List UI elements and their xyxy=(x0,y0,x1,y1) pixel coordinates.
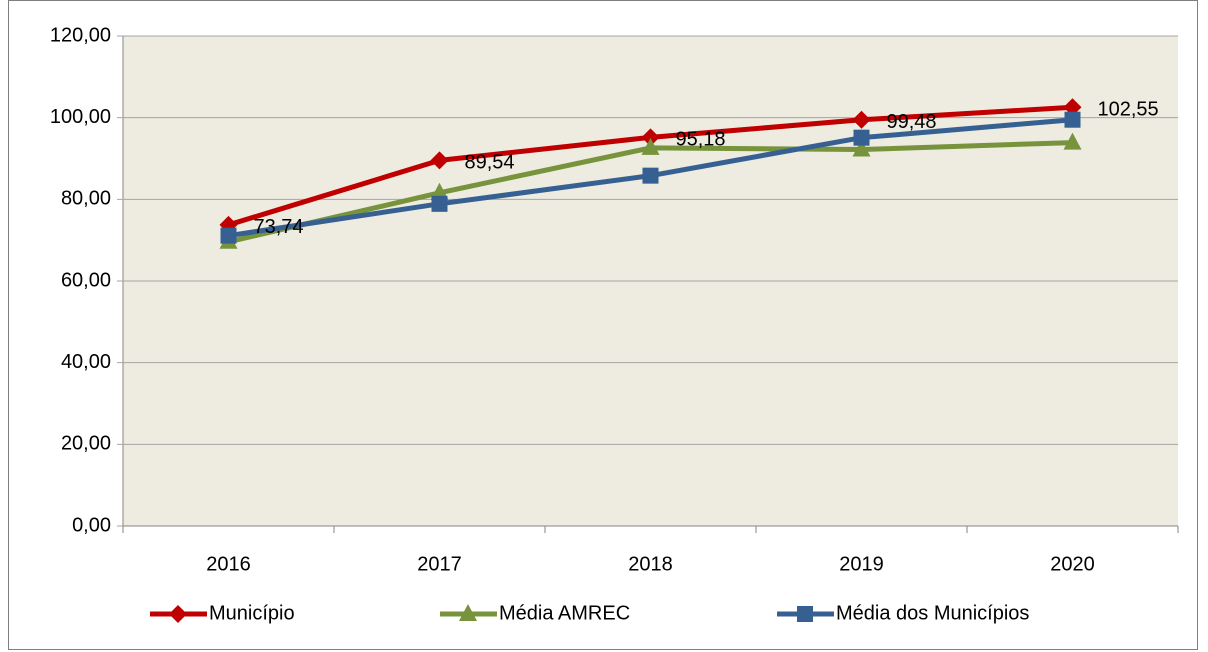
x-tick-label: 2020 xyxy=(1050,553,1095,575)
marker xyxy=(852,110,871,129)
marker xyxy=(1063,132,1082,150)
legend-label: Média dos Municípios xyxy=(836,602,1029,624)
data-label: 99,48 xyxy=(887,111,937,133)
y-tick-label: 80,00 xyxy=(61,188,111,210)
marker xyxy=(169,605,187,623)
marker xyxy=(459,604,477,621)
y-tick-label: 60,00 xyxy=(61,269,111,291)
marker xyxy=(220,227,237,244)
legend-label: Município xyxy=(209,602,295,624)
marker xyxy=(1064,111,1081,128)
marker xyxy=(430,182,449,200)
y-tick-label: 100,00 xyxy=(50,106,111,128)
marker xyxy=(641,128,660,147)
data-label: 89,54 xyxy=(465,152,515,174)
x-tick-label: 2019 xyxy=(839,553,884,575)
y-tick-label: 120,00 xyxy=(50,24,111,46)
x-tick-label: 2018 xyxy=(628,553,673,575)
y-tick-label: 20,00 xyxy=(61,433,111,455)
data-label: 102,55 xyxy=(1098,99,1159,121)
x-tick-label: 2016 xyxy=(206,553,251,575)
marker xyxy=(797,606,813,622)
x-tick-label: 2017 xyxy=(417,553,462,575)
marker xyxy=(431,195,448,212)
marker xyxy=(853,129,870,146)
y-tick-label: 40,00 xyxy=(61,351,111,373)
marker xyxy=(852,139,871,157)
marker xyxy=(430,151,449,170)
data-label: 95,18 xyxy=(676,129,726,151)
data-label: 73,74 xyxy=(254,216,304,238)
legend-label: Média AMREC xyxy=(499,602,630,624)
marker xyxy=(641,137,660,155)
y-tick-label: 0,00 xyxy=(72,514,111,536)
marker xyxy=(642,167,659,184)
